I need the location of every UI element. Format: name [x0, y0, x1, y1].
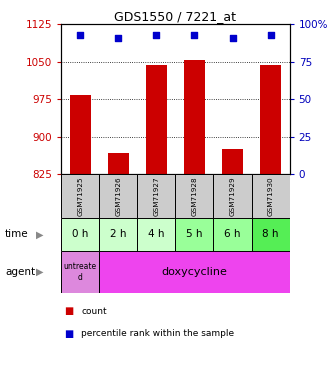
Text: 2 h: 2 h — [110, 230, 126, 239]
Bar — [61, 174, 99, 217]
Bar — [213, 174, 252, 217]
Text: doxycycline: doxycycline — [162, 267, 227, 277]
Title: GDS1550 / 7221_at: GDS1550 / 7221_at — [115, 10, 236, 23]
Text: GSM71926: GSM71926 — [115, 176, 121, 216]
Bar — [222, 149, 243, 174]
Text: agent: agent — [5, 267, 35, 277]
Bar — [99, 217, 137, 251]
Bar — [61, 217, 99, 251]
Text: 5 h: 5 h — [186, 230, 203, 239]
Bar — [61, 251, 99, 292]
Bar — [99, 251, 290, 292]
Bar — [252, 217, 290, 251]
Point — [116, 35, 121, 41]
Bar — [175, 217, 213, 251]
Point — [268, 32, 273, 38]
Bar — [260, 65, 281, 174]
Bar — [146, 65, 167, 174]
Bar — [184, 60, 205, 174]
Text: 0 h: 0 h — [72, 230, 88, 239]
Bar — [252, 174, 290, 217]
Point — [230, 35, 235, 41]
Bar — [137, 174, 175, 217]
Bar — [213, 217, 252, 251]
Bar — [70, 95, 91, 174]
Bar — [137, 217, 175, 251]
Bar — [175, 174, 213, 217]
Text: count: count — [81, 307, 107, 316]
Point — [192, 32, 197, 38]
Text: GSM71925: GSM71925 — [77, 176, 83, 216]
Text: 8 h: 8 h — [262, 230, 279, 239]
Text: untreate
d: untreate d — [64, 262, 97, 282]
Text: GSM71930: GSM71930 — [267, 176, 274, 216]
Bar — [99, 174, 137, 217]
Point — [77, 32, 83, 38]
Text: ▶: ▶ — [36, 230, 43, 239]
Text: ▶: ▶ — [36, 267, 43, 277]
Text: GSM71929: GSM71929 — [229, 176, 236, 216]
Text: percentile rank within the sample: percentile rank within the sample — [81, 329, 234, 338]
Point — [154, 32, 159, 38]
Bar — [108, 153, 129, 174]
Text: ■: ■ — [65, 306, 74, 316]
Text: 4 h: 4 h — [148, 230, 165, 239]
Text: ■: ■ — [65, 329, 74, 339]
Text: GSM71928: GSM71928 — [191, 176, 198, 216]
Text: GSM71927: GSM71927 — [153, 176, 160, 216]
Text: 6 h: 6 h — [224, 230, 241, 239]
Text: time: time — [5, 230, 28, 239]
